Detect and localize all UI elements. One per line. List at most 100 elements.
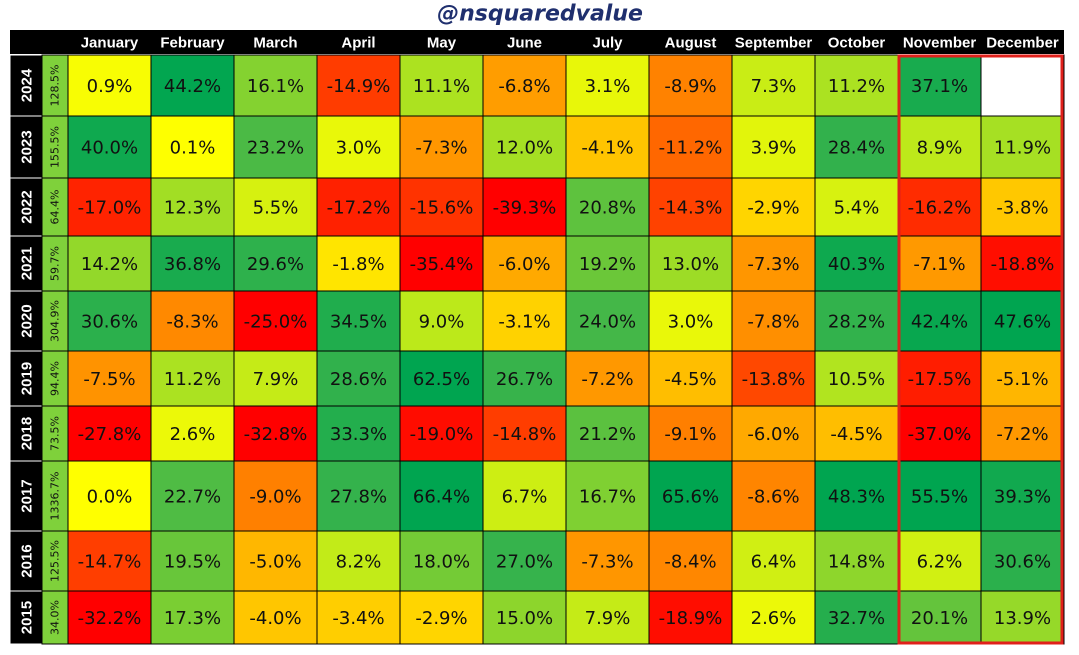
row-label: 2016 bbox=[19, 544, 36, 577]
heat-cell bbox=[731, 405, 816, 462]
cell-label: 7.3% bbox=[751, 76, 797, 97]
column-header: November bbox=[903, 35, 977, 52]
heat-cell bbox=[731, 460, 816, 532]
heat-cell bbox=[482, 530, 567, 592]
cell-label: 9.0% bbox=[419, 312, 465, 333]
heat-cell bbox=[814, 290, 899, 352]
cell-label: 0.9% bbox=[87, 76, 133, 97]
row-total-cell bbox=[41, 460, 69, 532]
cell-label: -32.2% bbox=[78, 608, 142, 629]
cell-label: -3.8% bbox=[996, 198, 1048, 219]
heat-cell bbox=[67, 350, 152, 407]
cell-label: 7.9% bbox=[585, 608, 631, 629]
cell-label: 15.0% bbox=[496, 608, 553, 629]
heat-cell bbox=[233, 235, 318, 292]
cell-label: 14.2% bbox=[81, 254, 138, 275]
heat-cell bbox=[233, 530, 318, 592]
row-total: 1336.7% bbox=[49, 472, 62, 521]
row-total: 304.9% bbox=[49, 300, 62, 342]
column-header: July bbox=[592, 35, 623, 52]
cell-label: -2.9% bbox=[415, 608, 467, 629]
heat-cell bbox=[399, 350, 484, 407]
row-header bbox=[9, 54, 43, 117]
heat-cell bbox=[565, 177, 650, 237]
row-total-cell bbox=[41, 590, 69, 645]
cell-label: 24.0% bbox=[579, 312, 636, 333]
row-header bbox=[9, 590, 43, 645]
column-header: April bbox=[341, 35, 375, 52]
heat-cell bbox=[399, 115, 484, 179]
cell-label: 33.3% bbox=[330, 424, 387, 445]
cell-label: -14.8% bbox=[493, 424, 557, 445]
cell-label: 20.8% bbox=[579, 198, 636, 219]
row-label: 2015 bbox=[19, 601, 36, 634]
cell-label: -7.8% bbox=[747, 312, 799, 333]
heat-cell bbox=[565, 54, 650, 117]
cell-label: -7.2% bbox=[581, 369, 633, 390]
cell-label: -7.2% bbox=[996, 424, 1048, 445]
cell-label: -6.8% bbox=[498, 76, 550, 97]
heat-cell bbox=[648, 405, 733, 462]
cell-label: 0.1% bbox=[170, 138, 216, 159]
cell-label: 19.2% bbox=[579, 254, 636, 275]
cell-label: 6.4% bbox=[751, 552, 797, 573]
row-label: 2019 bbox=[19, 362, 36, 395]
row-label: 2017 bbox=[19, 479, 36, 512]
cell-label: 42.4% bbox=[911, 312, 968, 333]
cell-label: -11.2% bbox=[659, 138, 723, 159]
row-total-cell bbox=[41, 115, 69, 179]
heat-cell bbox=[233, 290, 318, 352]
column-header: February bbox=[160, 35, 225, 52]
heat-cell bbox=[814, 177, 899, 237]
heat-cell bbox=[897, 54, 982, 117]
cell-label: 22.7% bbox=[164, 487, 221, 508]
heat-cell bbox=[565, 405, 650, 462]
heat-cell bbox=[980, 590, 1065, 645]
heat-cell bbox=[648, 290, 733, 352]
cell-label: -16.2% bbox=[908, 198, 972, 219]
cell-label: 40.0% bbox=[81, 138, 138, 159]
heat-cell bbox=[67, 290, 152, 352]
heat-cell bbox=[482, 115, 567, 179]
heat-cell bbox=[399, 54, 484, 117]
column-header: October bbox=[828, 35, 886, 52]
cell-label: 28.2% bbox=[828, 312, 885, 333]
cell-label: -4.1% bbox=[581, 138, 633, 159]
heat-cell bbox=[565, 350, 650, 407]
heat-cell bbox=[150, 235, 235, 292]
cell-label: 3.1% bbox=[585, 76, 631, 97]
cell-label: -4.0% bbox=[249, 608, 301, 629]
heat-cell bbox=[648, 54, 733, 117]
cell-label: -39.3% bbox=[493, 198, 557, 219]
heat-cell bbox=[980, 405, 1065, 462]
heat-cell bbox=[150, 177, 235, 237]
heat-cell bbox=[233, 115, 318, 179]
cell-label: 27.8% bbox=[330, 487, 387, 508]
cell-label: -8.3% bbox=[166, 312, 218, 333]
chart-title: @nsquaredvalue bbox=[437, 2, 643, 27]
cell-label: 13.0% bbox=[662, 254, 719, 275]
cell-label: 16.1% bbox=[247, 76, 304, 97]
cell-label: 17.3% bbox=[164, 608, 221, 629]
cell-label: -7.1% bbox=[913, 254, 965, 275]
heat-cell bbox=[980, 54, 1065, 117]
heat-cell bbox=[897, 290, 982, 352]
heat-cell bbox=[399, 235, 484, 292]
cell-label: 16.7% bbox=[579, 487, 636, 508]
cell-label: -4.5% bbox=[830, 424, 882, 445]
heat-cell bbox=[316, 405, 401, 462]
row-label: 2020 bbox=[19, 304, 36, 337]
heat-cell bbox=[482, 177, 567, 237]
cell-label: 10.5% bbox=[828, 369, 885, 390]
cell-label: 65.6% bbox=[662, 487, 719, 508]
cell-label: 20.1% bbox=[911, 608, 968, 629]
cell-label: -9.0% bbox=[249, 487, 301, 508]
heat-cell bbox=[399, 590, 484, 645]
heat-cell bbox=[482, 54, 567, 117]
cell-label: -2.9% bbox=[747, 198, 799, 219]
heat-cell bbox=[482, 405, 567, 462]
cell-label: -15.6% bbox=[410, 198, 474, 219]
heat-cell bbox=[980, 350, 1065, 407]
cell-label: 30.6% bbox=[81, 312, 138, 333]
heat-cell bbox=[731, 115, 816, 179]
